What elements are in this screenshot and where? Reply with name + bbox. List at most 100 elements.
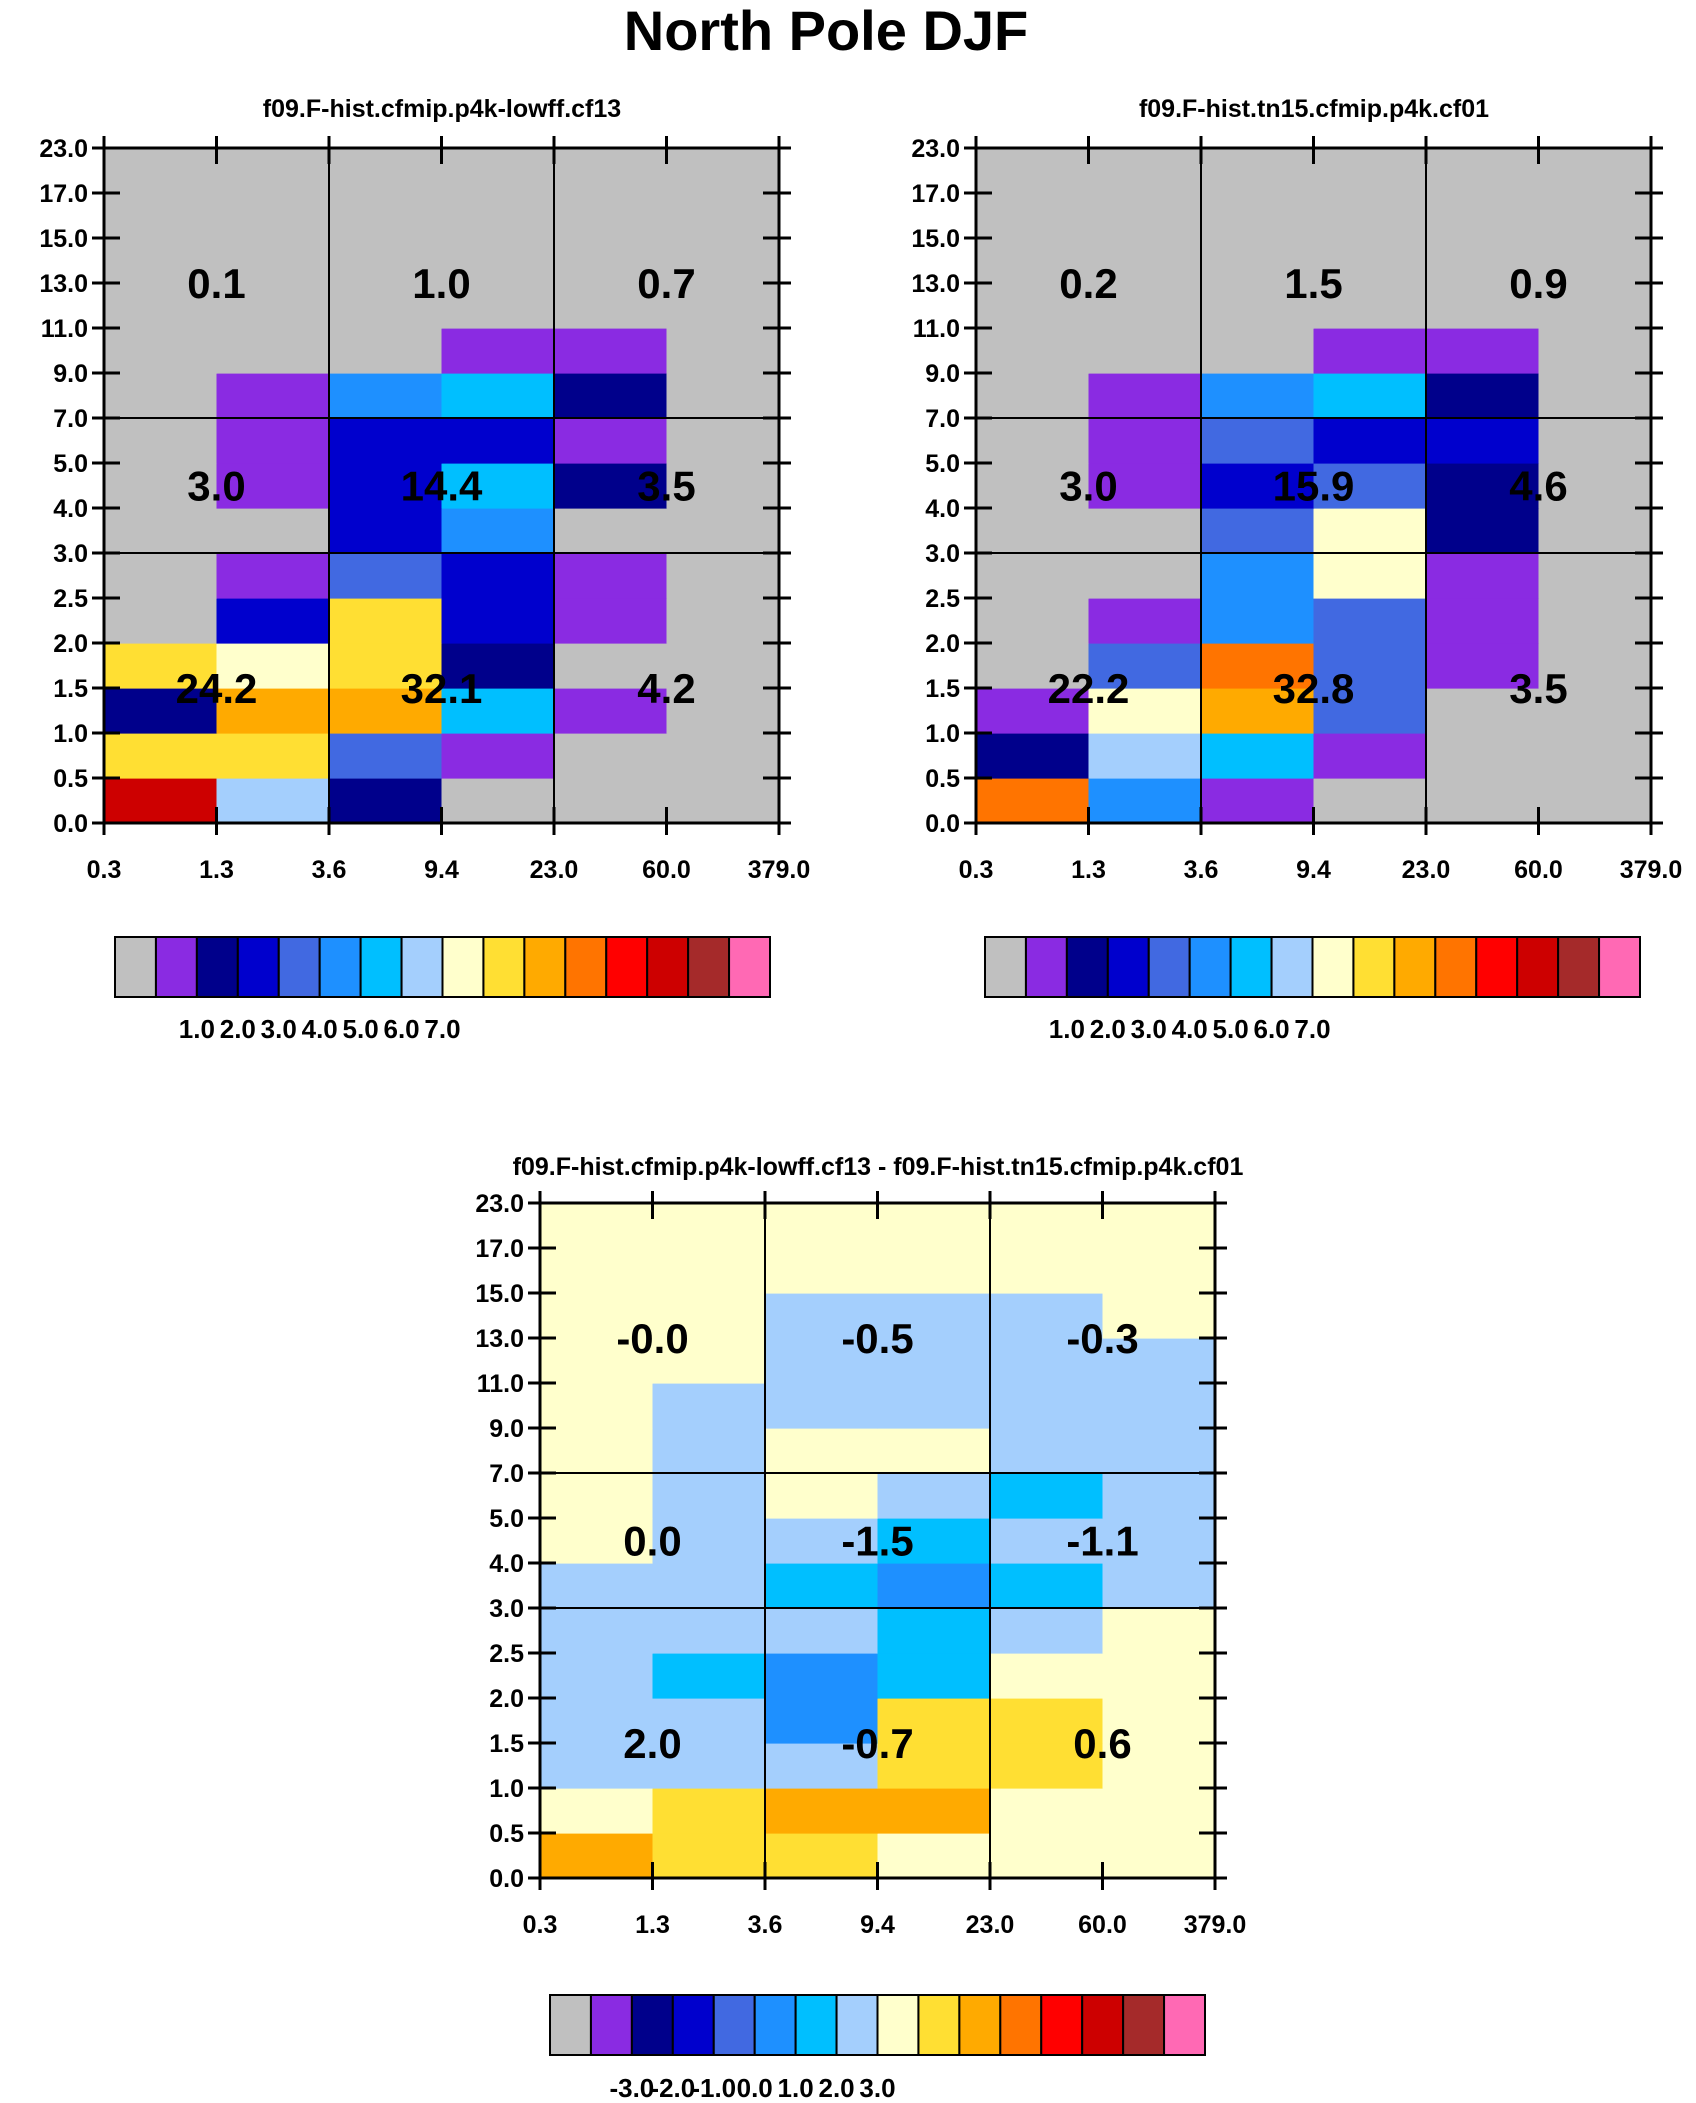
heatmap-cell — [666, 643, 780, 689]
heatmap-cell — [976, 373, 1090, 419]
colorbar-box — [1311, 936, 1355, 998]
heatmap-cell — [540, 1473, 654, 1519]
region-value: 22.2 — [1048, 665, 1130, 712]
heatmap-cell — [540, 1338, 654, 1384]
heatmap-cell — [540, 1563, 654, 1609]
heatmap-cell — [554, 238, 668, 284]
heatmap-cell — [1201, 238, 1315, 284]
heatmap-cell — [877, 1518, 991, 1564]
colorbar-box — [1393, 936, 1437, 998]
x-tick-label: 379.0 — [1620, 856, 1683, 884]
heatmap-cell — [976, 688, 1090, 734]
x-tick-label: 9.4 — [1296, 856, 1331, 884]
colorbar-label: 4.0 — [302, 1014, 338, 1044]
heatmap-cell — [540, 1293, 654, 1339]
heatmap-cell — [666, 508, 780, 554]
heatmap-cell — [216, 553, 330, 599]
heatmap-cell — [554, 778, 668, 824]
heatmap-cell — [1088, 463, 1202, 509]
heatmap-cell — [554, 463, 668, 509]
x-tick-label: 9.4 — [860, 1911, 895, 1939]
heatmap-cell — [976, 463, 1090, 509]
heatmap-cell — [976, 193, 1090, 239]
colorbar-label: 6.0 — [383, 1014, 419, 1044]
heatmap-cell — [652, 1833, 766, 1879]
region-value: 4.2 — [637, 665, 695, 712]
heatmap-cell — [1313, 193, 1427, 239]
colorbar-box — [917, 1994, 961, 2056]
heatmap-cell — [1102, 1338, 1216, 1384]
heatmap-cell — [540, 1653, 654, 1699]
panel-0-title: f09.F-hist.cfmip.p4k-lowff.cf13 — [263, 95, 621, 123]
colorbar-box — [1516, 936, 1560, 998]
heatmap-cell — [554, 508, 668, 554]
heatmap-cell — [329, 148, 443, 194]
colorbar-box — [441, 936, 485, 998]
colorbar-box — [1557, 936, 1601, 998]
colorbar-box — [1122, 1994, 1166, 2056]
colorbar-label: 3.0 — [261, 1014, 297, 1044]
heatmap-cell — [1426, 418, 1540, 464]
heatmap-cell — [652, 1698, 766, 1744]
y-tick-label: 2.5 — [53, 585, 88, 613]
heatmap-cell — [1102, 1383, 1216, 1429]
heatmap-cell — [1426, 328, 1540, 374]
region-value: 3.0 — [187, 463, 245, 510]
heatmap-cell — [765, 1743, 879, 1789]
heatmap-cell — [877, 1698, 991, 1744]
region-value: 0.7 — [637, 260, 695, 307]
x-tick-label: 0.3 — [523, 1911, 558, 1939]
heatmap-cell — [1088, 283, 1202, 329]
heatmap-cell — [554, 418, 668, 464]
heatmap-cell — [104, 508, 218, 554]
heatmap-cell — [104, 643, 218, 689]
heatmap-cell — [1088, 778, 1202, 824]
y-tick-label: 7.0 — [925, 405, 960, 433]
colorbar-box — [1229, 936, 1273, 998]
heatmap-cell — [441, 463, 555, 509]
heatmap-cell — [877, 1563, 991, 1609]
x-tick-label: 9.4 — [424, 856, 459, 884]
heatmap-cell — [976, 148, 1090, 194]
x-tick-label: 60.0 — [642, 856, 691, 884]
heatmap-cell — [441, 193, 555, 239]
heatmap-cell — [1088, 373, 1202, 419]
heatmap-cell — [666, 418, 780, 464]
heatmap-cell — [976, 643, 1090, 689]
colorbar-box — [687, 936, 731, 998]
colorbar-box — [646, 936, 690, 998]
colorbar-box — [753, 1994, 797, 2056]
heatmap-cell — [666, 463, 780, 509]
colorbar-box — [794, 1994, 838, 2056]
heatmap-cell — [652, 1338, 766, 1384]
heatmap-cell — [104, 778, 218, 824]
y-tick-label: 0.0 — [53, 810, 88, 838]
heatmap-cell — [666, 193, 780, 239]
heatmap-cell — [329, 778, 443, 824]
y-tick-label: 2.0 — [489, 1685, 524, 1713]
y-tick-label: 9.0 — [925, 360, 960, 388]
heatmap-cell — [1313, 148, 1427, 194]
heatmap-cell — [441, 598, 555, 644]
colorbar-box — [400, 936, 444, 998]
region-value: -0.7 — [841, 1720, 913, 1767]
y-tick-label: 3.0 — [489, 1595, 524, 1623]
heatmap-cell — [652, 1563, 766, 1609]
region-value: -1.5 — [841, 1518, 913, 1565]
region-value: 0.2 — [1059, 260, 1117, 307]
heatmap-cell — [666, 598, 780, 644]
heatmap-cell — [441, 283, 555, 329]
heatmap-cell — [104, 463, 218, 509]
heatmap-cell — [1426, 508, 1540, 554]
colorbar-box — [999, 1994, 1043, 2056]
heatmap-cell — [1102, 1608, 1216, 1654]
heatmap-cell — [1426, 553, 1540, 599]
y-tick-label: 1.5 — [925, 675, 960, 703]
heatmap-cell — [1201, 733, 1315, 779]
heatmap-cell — [1201, 508, 1315, 554]
y-tick-label: 0.0 — [925, 810, 960, 838]
heatmap-cell — [1102, 1653, 1216, 1699]
heatmap-cell — [976, 238, 1090, 284]
heatmap-cell — [216, 418, 330, 464]
heatmap-cell — [441, 733, 555, 779]
